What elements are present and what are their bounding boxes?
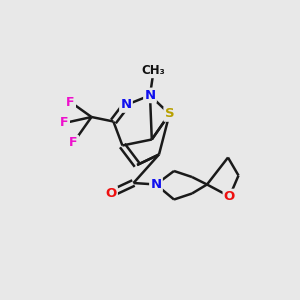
Text: F: F bbox=[60, 116, 69, 130]
Text: N: N bbox=[144, 89, 156, 102]
Text: N: N bbox=[150, 178, 162, 191]
Text: S: S bbox=[165, 107, 174, 121]
Text: O: O bbox=[224, 190, 235, 203]
Text: F: F bbox=[69, 136, 78, 149]
Text: N: N bbox=[120, 98, 132, 112]
Text: F: F bbox=[66, 95, 75, 109]
Text: CH₃: CH₃ bbox=[142, 64, 166, 77]
Text: O: O bbox=[105, 187, 117, 200]
